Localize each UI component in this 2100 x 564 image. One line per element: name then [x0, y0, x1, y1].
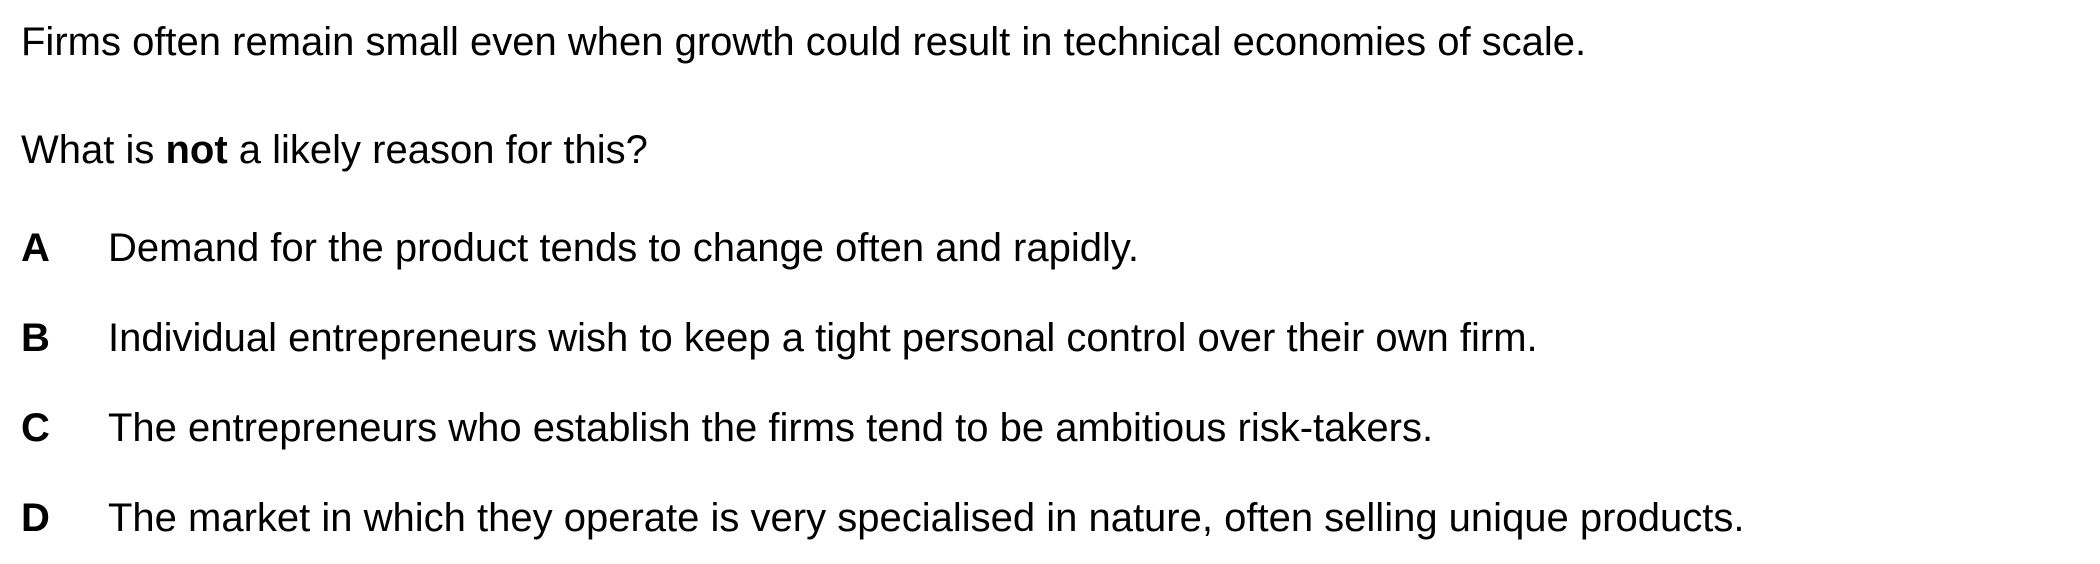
option-letter: B — [21, 316, 50, 360]
prompt-text-before: What is — [21, 128, 166, 172]
option-letter: D — [21, 496, 50, 540]
prompt-text-after: a likely reason for this? — [227, 128, 648, 172]
prompt-emphasis: not — [165, 128, 228, 172]
option-text: Demand for the product tends to change o… — [108, 226, 1140, 270]
question-prompt: What is not a likely reason for this? — [21, 126, 648, 174]
option-text: The market in which they operate is very… — [108, 496, 1745, 540]
question-stem: Firms often remain small even when growt… — [21, 20, 1587, 64]
option-letter: C — [21, 406, 50, 450]
option-letter: A — [21, 226, 50, 270]
option-text: The entrepreneurs who establish the firm… — [108, 406, 1434, 450]
option-text: Individual entrepreneurs wish to keep a … — [108, 316, 1538, 360]
